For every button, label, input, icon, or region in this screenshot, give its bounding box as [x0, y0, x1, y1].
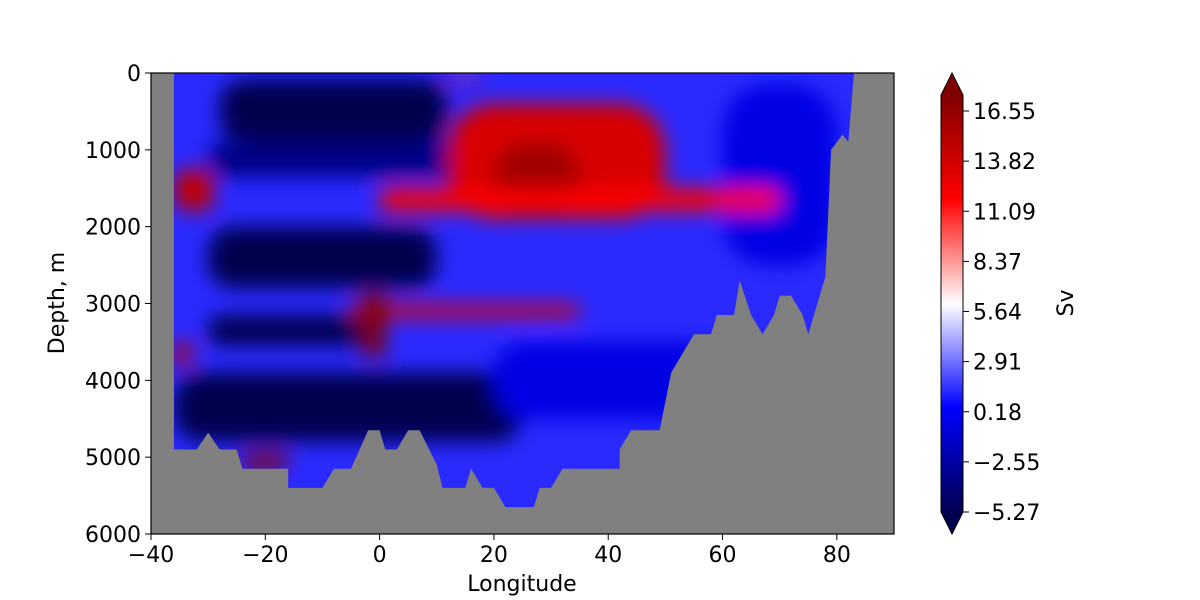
y-tick-label: 0	[127, 62, 141, 87]
colorbar-tick-label: 2.91	[973, 351, 1022, 376]
y-tick-label: 2000	[85, 216, 141, 241]
colorbar-tick-label: 0.18	[973, 401, 1022, 426]
y-tick-label: 4000	[85, 369, 141, 394]
y-tick-label: 5000	[85, 446, 141, 471]
colorbar-gradient	[941, 95, 963, 512]
x-tick-label: 20	[480, 543, 508, 568]
field-region-5	[493, 341, 723, 419]
x-axis-title: Longitude	[467, 572, 576, 597]
field-region-1	[208, 142, 466, 177]
x-axis: −40 −20 0 20 40 60 80	[128, 534, 851, 568]
plot-area	[151, 73, 894, 534]
field-region-6	[722, 84, 837, 266]
x-tick-label: −40	[128, 543, 174, 568]
x-tick-label: 60	[709, 543, 737, 568]
colorbar-ticks: 16.55 13.82 11.09 8.37 5.64 2.91 0.18 −2.55 −5.2…	[963, 100, 1040, 526]
y-axis: 0 1000 2000 3000 4000 5000 6000	[85, 62, 151, 548]
field-region-3	[208, 315, 380, 346]
colorbar-max-extend	[941, 73, 963, 95]
y-tick-label: 1000	[85, 139, 141, 164]
x-tick-label: 0	[373, 543, 387, 568]
field-region-9	[173, 169, 214, 212]
colorbar-tick-label: 13.82	[973, 150, 1036, 175]
field-region-2	[208, 226, 437, 289]
field-region-4	[173, 372, 523, 442]
colorbar-tick-label: 16.55	[973, 100, 1036, 125]
colorbar-tick-label: −2.55	[973, 451, 1040, 476]
bathymetry-land	[151, 73, 894, 534]
field-region-14	[242, 453, 289, 469]
colorbar-tick-label: 8.37	[973, 250, 1022, 275]
y-tick-label: 3000	[85, 293, 141, 318]
field-region-10	[379, 188, 780, 212]
field-region-12	[362, 291, 386, 358]
colorbar-min-extend	[941, 512, 963, 534]
field-blobs	[173, 75, 837, 469]
colorbar-outline	[940, 71, 964, 536]
colorbar-title: Sv	[1054, 290, 1079, 317]
colorbar: 16.55 13.82 11.09 8.37 5.64 2.91 0.18 −2.55 −5.2…	[940, 71, 1040, 536]
x-tick-label: −20	[242, 543, 288, 568]
colorbar-tick-label: 5.64	[973, 301, 1022, 326]
y-axis-title: Depth, m	[45, 252, 70, 354]
field-region-15	[448, 75, 483, 80]
y-tick-label: 6000	[85, 523, 141, 548]
colorbar-tick-label: 11.09	[973, 200, 1036, 225]
colorbar-tick-label: −5.27	[973, 501, 1040, 526]
x-tick-label: 40	[594, 543, 622, 568]
field-region-0	[219, 79, 449, 143]
field-region-13	[173, 341, 192, 365]
field-region-11	[351, 305, 580, 318]
x-tick-label: 80	[823, 543, 851, 568]
